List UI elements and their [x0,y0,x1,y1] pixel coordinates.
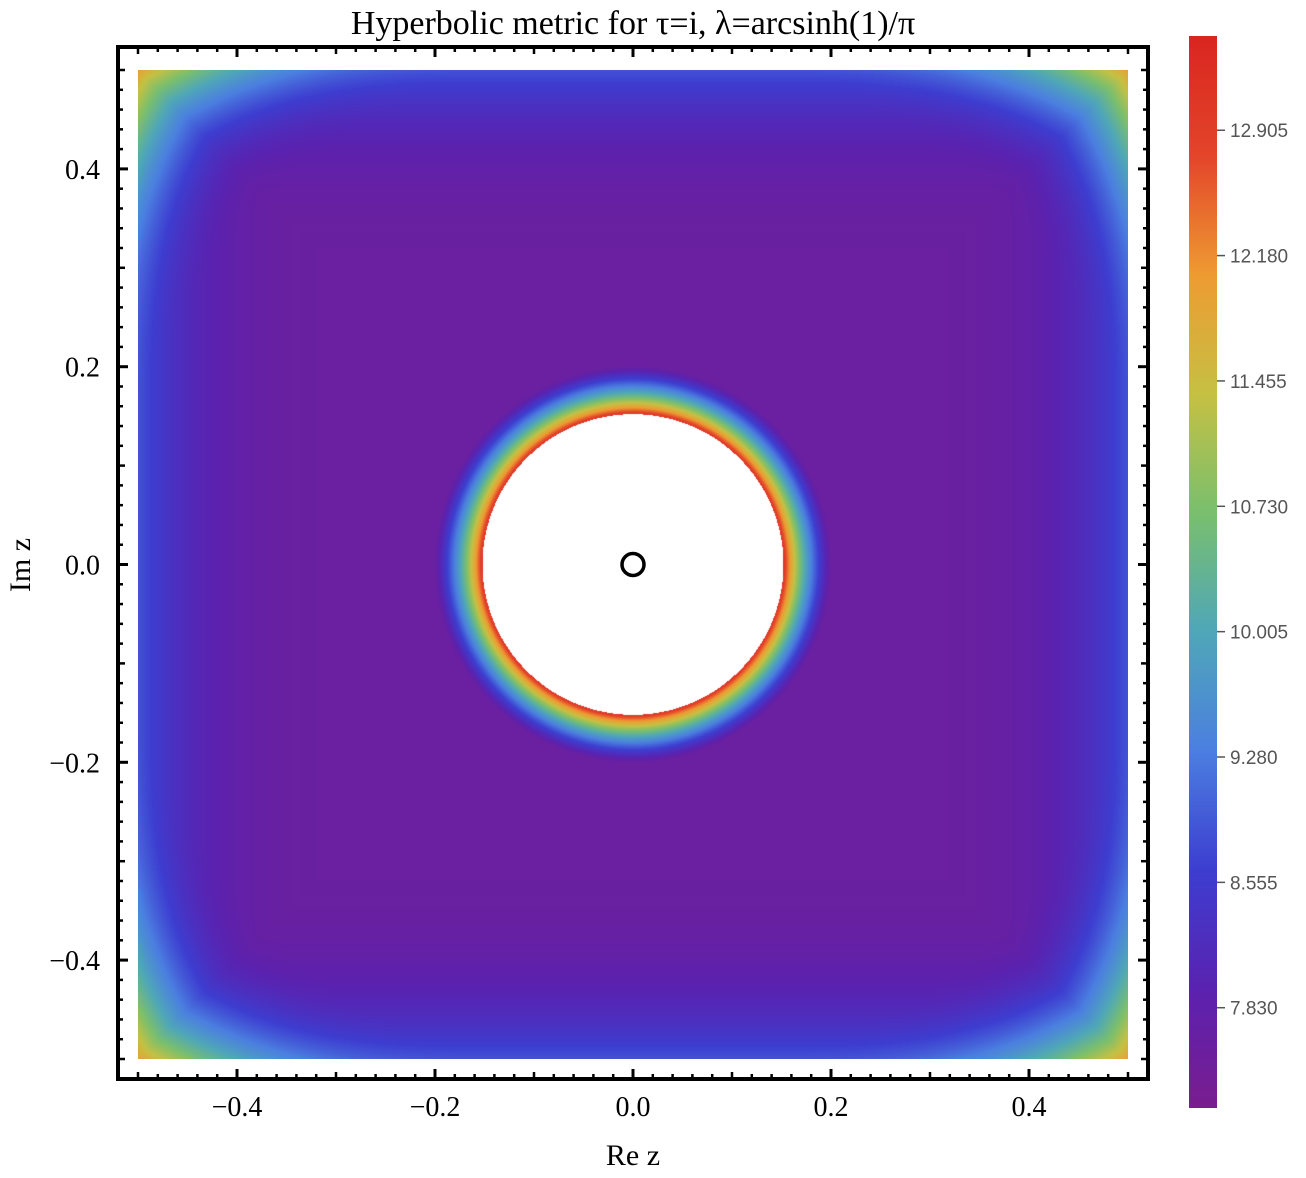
y-tick-label: −0.2 [49,748,100,779]
colorbar [1189,36,1217,1108]
colorbar-tick-label: 12.905 [1230,121,1288,142]
chart-title: Hyperbolic metric for τ=i, λ=arcsinh(1)/… [351,5,915,42]
y-tick-label: −0.4 [49,946,100,977]
x-tick-label: −0.2 [410,1092,461,1123]
x-tick-label: 0.4 [1012,1092,1047,1123]
colorbar-tick-label: 8.555 [1230,873,1278,894]
colorbar-tick-label: 10.730 [1230,497,1288,518]
x-tick-label: −0.4 [212,1092,263,1123]
axes-layer: −0.4 −0.2 0.0 0.2 0.4 0.4 0.2 0.0 −0.2 −0.4 12.905… [49,45,1288,1123]
colorbar-tick-label: 9.280 [1230,748,1278,769]
x-tick-label: 0.2 [814,1092,849,1123]
x-tick-label: 0.0 [616,1092,651,1123]
colorbar-tick-label: 10.005 [1230,623,1288,644]
colorbar-tick-label: 11.455 [1230,372,1287,393]
colorbar-tick-label: 12.180 [1230,247,1288,268]
y-axis-label: Im z [4,538,37,592]
x-axis-label: Re z [606,1139,660,1172]
heatmap [138,70,1128,1059]
y-tick-label: 0.0 [65,551,100,582]
y-tick-label: 0.2 [65,353,100,384]
y-tick-label: 0.4 [65,155,100,186]
colorbar-tick-label: 7.830 [1230,999,1278,1020]
